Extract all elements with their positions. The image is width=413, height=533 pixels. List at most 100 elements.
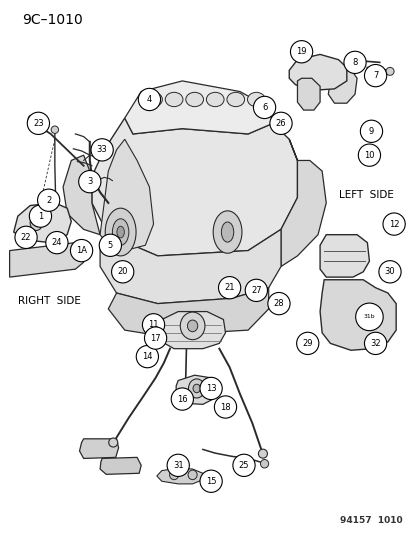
Ellipse shape bbox=[296, 332, 318, 354]
Ellipse shape bbox=[145, 92, 162, 107]
Polygon shape bbox=[79, 439, 118, 458]
Text: 20: 20 bbox=[117, 268, 128, 276]
Ellipse shape bbox=[15, 226, 37, 248]
Text: 22: 22 bbox=[21, 233, 31, 242]
Ellipse shape bbox=[180, 312, 204, 340]
Text: 32: 32 bbox=[369, 339, 380, 348]
Ellipse shape bbox=[188, 379, 204, 398]
Ellipse shape bbox=[192, 384, 200, 393]
Text: 16: 16 bbox=[177, 394, 187, 403]
Ellipse shape bbox=[99, 234, 121, 256]
Text: 5: 5 bbox=[107, 241, 113, 250]
Ellipse shape bbox=[363, 64, 386, 87]
Ellipse shape bbox=[369, 336, 380, 348]
Ellipse shape bbox=[355, 303, 382, 330]
Polygon shape bbox=[14, 203, 71, 243]
Ellipse shape bbox=[218, 277, 240, 299]
Ellipse shape bbox=[38, 189, 59, 212]
Polygon shape bbox=[157, 312, 225, 349]
Text: 6: 6 bbox=[261, 103, 267, 112]
Ellipse shape bbox=[214, 396, 236, 418]
Text: 33: 33 bbox=[97, 146, 107, 155]
Ellipse shape bbox=[206, 92, 223, 107]
Text: 15: 15 bbox=[205, 477, 216, 486]
Text: 2: 2 bbox=[46, 196, 51, 205]
Polygon shape bbox=[297, 78, 319, 110]
Ellipse shape bbox=[171, 388, 193, 410]
Polygon shape bbox=[108, 288, 268, 335]
Polygon shape bbox=[319, 235, 368, 277]
Text: 28: 28 bbox=[273, 299, 284, 308]
Text: 24: 24 bbox=[52, 238, 62, 247]
Text: 11: 11 bbox=[148, 320, 159, 329]
Ellipse shape bbox=[226, 92, 244, 107]
Ellipse shape bbox=[199, 470, 222, 492]
Polygon shape bbox=[289, 54, 346, 91]
Polygon shape bbox=[124, 81, 272, 134]
Text: 8: 8 bbox=[351, 58, 357, 67]
Text: 12: 12 bbox=[388, 220, 399, 229]
Ellipse shape bbox=[30, 216, 43, 230]
Text: 94157  1010: 94157 1010 bbox=[339, 516, 401, 525]
Text: 4: 4 bbox=[147, 95, 152, 104]
Text: 7: 7 bbox=[372, 71, 377, 80]
Text: 9C–1010: 9C–1010 bbox=[22, 13, 83, 27]
Text: 26: 26 bbox=[275, 119, 286, 128]
Ellipse shape bbox=[187, 320, 197, 332]
Text: 18: 18 bbox=[220, 402, 230, 411]
Polygon shape bbox=[63, 155, 100, 235]
Ellipse shape bbox=[378, 261, 400, 283]
Ellipse shape bbox=[112, 219, 128, 245]
Ellipse shape bbox=[359, 120, 382, 142]
Ellipse shape bbox=[116, 226, 124, 238]
Ellipse shape bbox=[247, 92, 265, 107]
Ellipse shape bbox=[385, 67, 393, 75]
Polygon shape bbox=[157, 468, 202, 484]
Text: LEFT  SIDE: LEFT SIDE bbox=[338, 190, 392, 200]
Ellipse shape bbox=[258, 449, 267, 458]
Polygon shape bbox=[328, 68, 356, 103]
Ellipse shape bbox=[91, 139, 113, 161]
Ellipse shape bbox=[343, 51, 365, 74]
Ellipse shape bbox=[167, 454, 189, 477]
Ellipse shape bbox=[29, 205, 52, 227]
Polygon shape bbox=[100, 139, 153, 251]
Ellipse shape bbox=[27, 112, 50, 134]
Text: 1A: 1A bbox=[76, 246, 87, 255]
Ellipse shape bbox=[169, 470, 178, 480]
Ellipse shape bbox=[28, 115, 37, 123]
Polygon shape bbox=[100, 457, 141, 474]
Ellipse shape bbox=[221, 222, 233, 242]
Ellipse shape bbox=[213, 211, 241, 253]
Ellipse shape bbox=[136, 345, 158, 368]
Text: 10: 10 bbox=[363, 151, 374, 160]
Polygon shape bbox=[92, 118, 297, 256]
Text: 14: 14 bbox=[142, 352, 152, 361]
Ellipse shape bbox=[382, 213, 404, 235]
Ellipse shape bbox=[267, 293, 290, 315]
Text: 23: 23 bbox=[33, 119, 44, 128]
Polygon shape bbox=[9, 243, 83, 277]
Ellipse shape bbox=[260, 459, 268, 468]
Polygon shape bbox=[280, 139, 325, 266]
Ellipse shape bbox=[188, 470, 197, 480]
Ellipse shape bbox=[253, 96, 275, 118]
Ellipse shape bbox=[144, 327, 166, 349]
Ellipse shape bbox=[51, 126, 58, 133]
Ellipse shape bbox=[363, 332, 386, 354]
Text: 25: 25 bbox=[238, 461, 249, 470]
Ellipse shape bbox=[34, 220, 39, 226]
Ellipse shape bbox=[244, 279, 267, 302]
Ellipse shape bbox=[185, 92, 203, 107]
Ellipse shape bbox=[142, 314, 164, 336]
Ellipse shape bbox=[290, 41, 312, 63]
Polygon shape bbox=[100, 229, 280, 304]
Text: 13: 13 bbox=[205, 384, 216, 393]
Ellipse shape bbox=[46, 231, 68, 254]
Ellipse shape bbox=[357, 144, 380, 166]
Ellipse shape bbox=[138, 88, 160, 111]
Ellipse shape bbox=[109, 438, 117, 447]
Ellipse shape bbox=[348, 56, 358, 66]
Ellipse shape bbox=[70, 239, 93, 262]
Text: 1: 1 bbox=[38, 212, 43, 221]
